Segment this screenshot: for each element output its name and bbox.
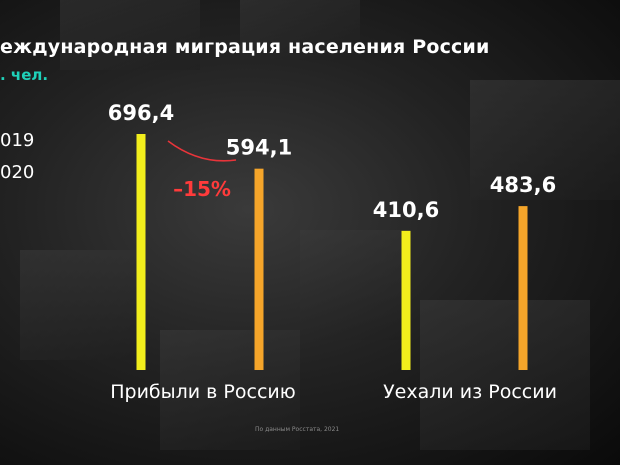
category-label: Прибыли в Россию [110, 381, 296, 403]
bg-cube [470, 80, 620, 200]
bar [136, 134, 146, 370]
data-label: 483,6 [490, 173, 556, 197]
change-annotation: –15% [173, 177, 231, 201]
bg-cube [60, 0, 200, 70]
bg-cube [240, 0, 360, 60]
bg-cube [160, 330, 300, 450]
change-arrow [167, 140, 237, 162]
chart-subtitle: . чел. [0, 66, 49, 84]
data-label: 410,6 [373, 198, 439, 222]
bar [401, 230, 411, 370]
source-note: По данным Росстата, 2021 [255, 426, 340, 433]
data-label: 594,1 [226, 136, 292, 160]
legend-item-2019: 019 [0, 130, 35, 151]
category-label: Уехали из России [383, 381, 557, 403]
bg-cube [20, 250, 150, 360]
bg-cube [300, 230, 410, 340]
bg-cube [420, 300, 590, 450]
data-label: 696,4 [108, 101, 174, 125]
legend-item-2020: 020 [0, 162, 35, 183]
bar [254, 168, 264, 370]
bar [518, 206, 528, 370]
chart-title: еждународная миграция населения России [0, 36, 490, 58]
